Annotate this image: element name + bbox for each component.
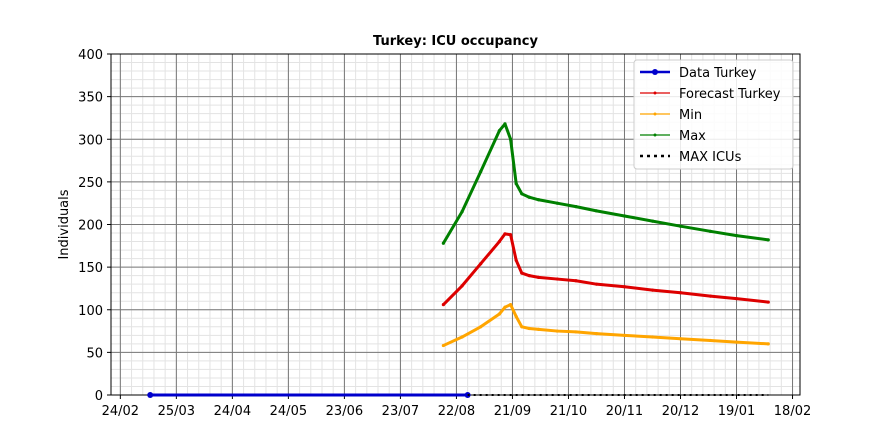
x-tick-label: 19/01 [718,404,755,419]
x-tick-label: 23/06 [326,404,363,419]
y-tick-label: 400 [78,48,103,63]
data-point [497,129,501,133]
data-point [536,327,541,331]
data-point [520,192,524,196]
data-point [441,241,445,245]
forecast-turkey-line [442,232,769,306]
legend-marker [653,133,657,137]
data-point [460,284,464,288]
data-point [514,314,518,319]
data-point [520,271,524,275]
data-point [594,332,599,336]
data-point [497,239,501,244]
x-tick-label: 21/10 [550,404,587,419]
x-tick-label: 24/05 [270,404,307,419]
min-line [442,303,769,347]
data-point [555,329,559,333]
y-tick-label: 100 [78,304,103,319]
data-point [650,288,655,292]
legend-marker [653,91,657,95]
legend-label: Data Turkey [679,66,757,81]
data-point [503,122,507,126]
y-tick-label: 350 [78,91,103,106]
y-tick-label: 200 [78,219,103,234]
data-point [622,333,627,337]
legend-marker [653,112,657,116]
axis-ticks: 24/02 25/03 24/04 24/05 23/06 23/07 22/08 21/09… [78,48,811,419]
x-tick-label: 23/07 [382,404,419,419]
data-point [147,392,154,398]
legend-label: Min [679,108,702,123]
series-layer [147,122,770,398]
data-point [734,297,739,301]
data-point [650,335,655,339]
legend-label: Forecast Turkey [679,87,781,102]
x-tick-label: 20/11 [606,404,643,419]
data-point [503,232,507,236]
data-point [514,258,518,262]
data-point [622,285,627,289]
data-point [594,282,599,286]
legend-label: Max [679,129,706,144]
data-point [460,335,464,339]
x-tick-label: 18/02 [774,404,811,419]
data-point [766,342,770,346]
data-point [536,275,541,279]
data-point [574,279,578,283]
data-point [441,303,445,307]
data-point [678,224,683,228]
data-point [574,204,578,209]
data-point [508,137,513,141]
data-point [479,170,483,174]
data-point [497,312,501,316]
data-point [734,233,739,238]
data-point [734,340,739,344]
x-tick-label: 22/08 [438,404,475,419]
x-tick-label: 25/03 [158,404,195,419]
y-tick-label: 150 [78,261,103,276]
data-point [460,210,464,214]
data-point [479,262,483,266]
data-point [766,300,770,304]
data-point [708,229,712,233]
data-point [479,325,483,329]
data-point [594,209,599,213]
data-point [555,277,559,281]
x-tick-label: 20/12 [662,404,699,419]
data-point [766,238,770,242]
data-point [574,330,578,334]
y-axis-label: Individuals [57,189,72,259]
legend-label: MAX ICUs [679,150,742,165]
data-point [520,325,524,329]
data-point [527,195,531,199]
data-point [527,326,531,331]
data-point [527,274,531,278]
data-point [514,181,518,186]
x-tick-label: 24/04 [214,404,251,419]
data-point [536,198,541,202]
data-point [508,303,513,307]
data-point [508,233,513,237]
legend-marker [652,69,658,75]
data-point [441,343,445,348]
data-point [622,214,627,218]
y-tick-label: 0 [95,389,103,404]
y-tick-label: 250 [78,176,103,191]
x-tick-label: 21/09 [494,404,531,419]
data-point [555,201,559,205]
data-point [708,294,712,298]
legend-box [633,59,794,170]
data-point [650,219,655,223]
data-point [678,337,683,341]
y-tick-label: 50 [86,346,103,361]
legend: Data Turkey Forecast Turkey Min Max MAX ICUs [633,59,794,170]
data-point [503,305,507,309]
y-tick-label: 300 [78,133,103,148]
data-point [678,291,683,295]
x-tick-label: 24/02 [102,404,139,419]
data-point [708,338,712,343]
chart-title: Turkey: ICU occupancy [373,34,539,49]
